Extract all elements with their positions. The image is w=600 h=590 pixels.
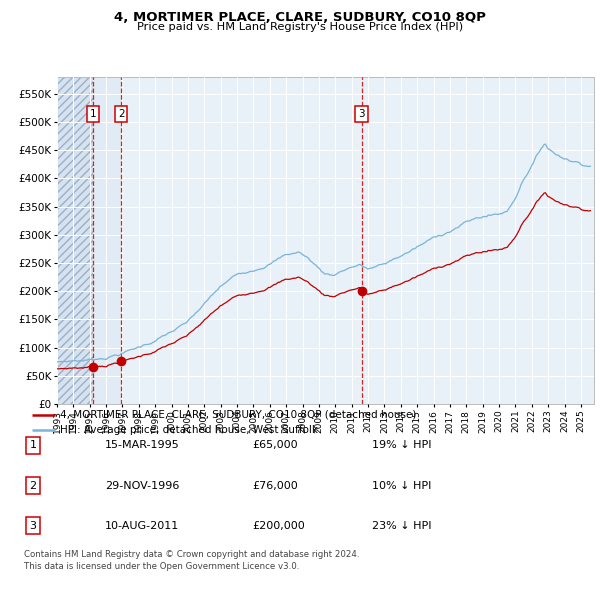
Text: 1: 1 [29,441,37,450]
Text: 4, MORTIMER PLACE, CLARE, SUDBURY, CO10 8QP: 4, MORTIMER PLACE, CLARE, SUDBURY, CO10 … [114,11,486,24]
Text: £76,000: £76,000 [252,481,298,490]
Bar [93,77,121,404]
Text: 3: 3 [29,521,37,530]
Bar [57,77,93,404]
Bar [57,77,93,404]
Text: 10% ↓ HPI: 10% ↓ HPI [372,481,431,490]
Text: 1: 1 [90,109,97,119]
Text: £65,000: £65,000 [252,441,298,450]
Text: 2: 2 [118,109,124,119]
Text: 23% ↓ HPI: 23% ↓ HPI [372,521,431,530]
Text: 3: 3 [358,109,365,119]
Text: Price paid vs. HM Land Registry's House Price Index (HPI): Price paid vs. HM Land Registry's House … [137,22,463,32]
Text: HPI: Average price, detached house, West Suffolk: HPI: Average price, detached house, West… [61,425,319,435]
Text: 19% ↓ HPI: 19% ↓ HPI [372,441,431,450]
Text: 2: 2 [29,481,37,490]
Text: Contains HM Land Registry data © Crown copyright and database right 2024.
This d: Contains HM Land Registry data © Crown c… [24,550,359,571]
Text: 10-AUG-2011: 10-AUG-2011 [105,521,179,530]
Text: 29-NOV-1996: 29-NOV-1996 [105,481,179,490]
Text: 15-MAR-1995: 15-MAR-1995 [105,441,180,450]
Text: 4, MORTIMER PLACE, CLARE, SUDBURY, CO10 8QP (detached house): 4, MORTIMER PLACE, CLARE, SUDBURY, CO10 … [61,409,417,419]
Text: £200,000: £200,000 [252,521,305,530]
